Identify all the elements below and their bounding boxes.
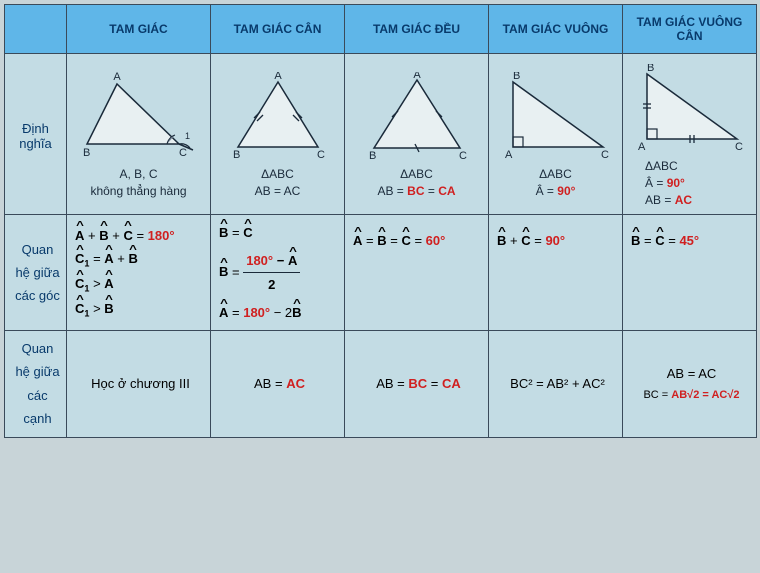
side-deu-bc: BC [408, 376, 427, 391]
ang-cell-tamgiac: A + B + C = 180° C1 = A + B C1 > A C1 > … [67, 215, 211, 331]
svg-text:A: A [274, 72, 282, 82]
def-can-line1: ΔABC [261, 167, 294, 181]
svg-text:C: C [317, 149, 325, 161]
def-cell-vuongcan: B A C ΔABC Â = 90° AB = AC [623, 54, 757, 215]
svg-text:A: A [113, 72, 121, 83]
def-vuongcan-ac: AC [675, 193, 692, 207]
triangle-scalene-diagram: A B C 1 [79, 72, 199, 162]
ang-cell-vuongcan: B = C = 45° [623, 215, 757, 331]
ang-c2-180b: 180° [243, 305, 270, 320]
header-tamgiac-vuong: TAM GIÁC VUÔNG [489, 5, 623, 54]
svg-text:C: C [459, 150, 467, 162]
def-vuongcan-line1: ΔABC [645, 159, 678, 173]
svg-text:C: C [735, 141, 743, 153]
header-tamgiac-can: TAM GIÁC CÂN [211, 5, 345, 54]
def-cell-can: A B C ΔABC AB = AC [211, 54, 345, 215]
triangle-right-diagram: B A C [498, 72, 613, 162]
def-deu-ca: CA [438, 184, 455, 198]
triangle-types-table: TAM GIÁC TAM GIÁC CÂN TAM GIÁC ĐỀU TAM G… [4, 4, 757, 438]
header-tamgiac-vuongcan: TAM GIÁC VUÔNG CÂN [623, 5, 757, 54]
svg-text:C: C [179, 147, 187, 159]
triangle-right-isosceles-diagram: B A C [632, 64, 747, 154]
ang-c4-90: 90° [545, 233, 565, 248]
ang-cell-can: B = C B = 180° − A2 A = 180° − 2B [211, 215, 345, 331]
def-vuong-line1: ΔABC [539, 167, 572, 181]
ang-cell-vuong: B + C = 90° [489, 215, 623, 331]
def-tamgiac-line2: không thẳng hàng [90, 184, 186, 198]
def-deu-ab: AB = [377, 184, 403, 198]
side-deu-pre: AB = [376, 376, 408, 391]
ang-c3-60: 60° [426, 233, 446, 248]
side-cell-vuongcan: AB = AC BC = AB√2 = AC√2 [623, 330, 757, 437]
side-cell-tamgiac: Học ở chương III [67, 330, 211, 437]
def-vuongcan-a: Â = [645, 176, 667, 190]
svg-text:A: A [413, 72, 421, 81]
row-angles: Quan hệ giữa các góc A + B + C = 180° C1… [5, 215, 757, 331]
ang-c1-180: 180° [148, 228, 175, 243]
ang-cell-deu: A = B = C = 60° [345, 215, 489, 331]
side-vuongcan-sqrt: AB√2 = AC√2 [671, 389, 739, 401]
svg-text:B: B [647, 64, 654, 74]
def-vuongcan-90: 90° [667, 176, 685, 190]
rowlabel-sides: Quan hệ giữa các cạnh [5, 330, 67, 437]
side-deu-ca: CA [442, 376, 461, 391]
svg-text:B: B [513, 72, 520, 82]
svg-text:B: B [233, 149, 240, 161]
rowlabel-angles: Quan hệ giữa các góc [5, 215, 67, 331]
side-cell-can: AB = AC [211, 330, 345, 437]
def-cell-vuong: B A C ΔABC Â = 90° [489, 54, 623, 215]
row-definition: Định nghĩa A B C 1 A, B, C không thẳng h… [5, 54, 757, 215]
side-vuongcan-line1: AB = AC [631, 362, 752, 385]
side-can-ac: AC [286, 376, 305, 391]
header-tamgiac: TAM GIÁC [67, 5, 211, 54]
side-deu-mid: = [427, 376, 442, 391]
rowlabel-definition: Định nghĩa [5, 54, 67, 215]
header-row: TAM GIÁC TAM GIÁC CÂN TAM GIÁC ĐỀU TAM G… [5, 5, 757, 54]
ang-c2-180a: 180° [246, 253, 273, 268]
def-vuong-a: Â = [536, 184, 558, 198]
def-deu-bc: BC [407, 184, 424, 198]
def-deu-line1: ΔABC [400, 167, 433, 181]
triangle-equilateral-diagram: A B C [362, 72, 472, 162]
def-deu-eq: = [428, 184, 435, 198]
svg-text:C: C [601, 149, 609, 161]
svg-text:B: B [83, 147, 90, 159]
triangle-isosceles-diagram: A B C [223, 72, 333, 162]
side-cell-vuong: BC² = AB² + AC² [489, 330, 623, 437]
def-tamgiac-line1: A, B, C [119, 167, 157, 181]
svg-text:B: B [369, 150, 376, 162]
side-cell-deu: AB = BC = CA [345, 330, 489, 437]
svg-text:1: 1 [185, 131, 190, 141]
ang-c5-45: 45° [679, 233, 699, 248]
side-vuongcan-pre: BC = [643, 389, 671, 401]
def-vuong-90: 90° [557, 184, 575, 198]
svg-text:A: A [638, 141, 646, 153]
def-can-line2: AB = AC [255, 184, 301, 198]
row-sides: Quan hệ giữa các cạnh Học ở chương III A… [5, 330, 757, 437]
svg-text:A: A [505, 149, 513, 161]
header-blank [5, 5, 67, 54]
def-vuongcan-ab: AB = [645, 193, 675, 207]
side-can-pre: AB = [254, 376, 286, 391]
def-cell-deu: A B C ΔABC AB = BC = CA [345, 54, 489, 215]
def-cell-tamgiac: A B C 1 A, B, C không thẳng hàng [67, 54, 211, 215]
header-tamgiac-deu: TAM GIÁC ĐỀU [345, 5, 489, 54]
